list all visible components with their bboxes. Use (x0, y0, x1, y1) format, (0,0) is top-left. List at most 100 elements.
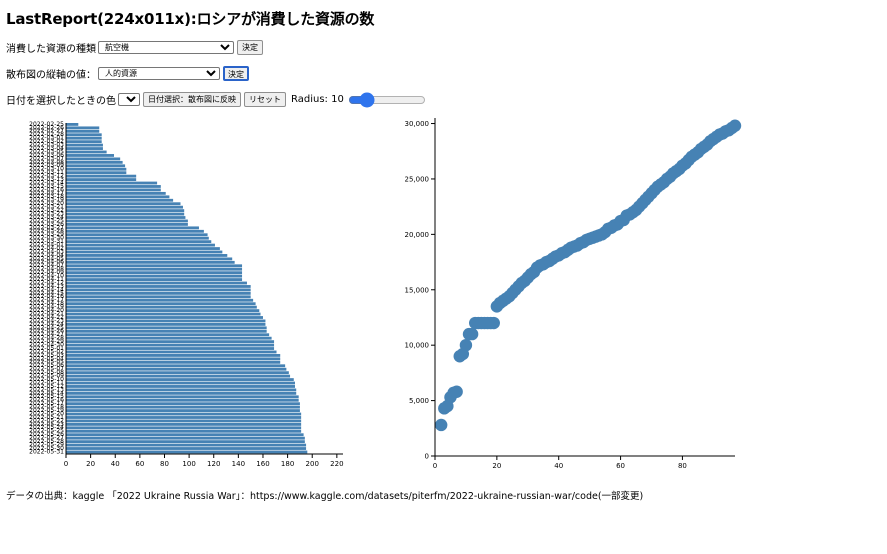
bar (66, 330, 267, 333)
bar (66, 178, 136, 181)
bar (66, 368, 286, 371)
bar (66, 278, 242, 281)
bar (66, 375, 290, 378)
axis-submit-button[interactable]: 決定 (223, 66, 249, 81)
scatter-point[interactable] (488, 317, 500, 329)
bar (66, 451, 307, 454)
bar (66, 409, 300, 412)
bar (66, 426, 301, 429)
bar (66, 189, 161, 192)
scatter-point[interactable] (466, 328, 478, 340)
date-color-select[interactable]: 赤 (118, 93, 140, 106)
y-tick-label: 30,000 (405, 120, 430, 128)
y-tick-label: 10,000 (405, 342, 430, 350)
resource-label: 消費した資源の種類 (6, 40, 96, 55)
bar (66, 171, 126, 174)
scatter-point[interactable] (435, 419, 447, 431)
y-tick-label: 0 (425, 453, 429, 461)
bar (66, 399, 299, 402)
bar (66, 340, 274, 343)
bar (66, 347, 274, 350)
bar (66, 195, 169, 198)
resource-submit-button[interactable]: 決定 (237, 40, 263, 55)
bar (66, 382, 295, 385)
bar (66, 433, 304, 436)
axis-select[interactable]: 人的資源 (98, 67, 220, 80)
bar-chart: 2022-02-252022-02-262022-02-272022-02-28… (0, 110, 360, 470)
bar (66, 430, 301, 433)
bar (66, 206, 183, 209)
scatter-point[interactable] (460, 339, 472, 351)
radius-slider[interactable] (348, 95, 426, 105)
bar (66, 264, 242, 267)
resource-select[interactable]: 航空機 (98, 41, 234, 54)
bar (66, 440, 305, 443)
bar (66, 147, 103, 150)
bar (66, 320, 265, 323)
bar (66, 230, 204, 233)
y-tick-label: 2022-05-31 (29, 448, 64, 455)
bar (66, 337, 272, 340)
bar (66, 378, 294, 381)
bar (66, 388, 296, 391)
page-title: LastReport(224x011x):ロシアが消費した資源の数 (6, 8, 374, 29)
bar (66, 313, 261, 316)
bar (66, 185, 161, 188)
x-tick-label: 220 (330, 460, 343, 468)
bar (66, 447, 306, 450)
bar (66, 361, 280, 364)
bar (66, 192, 166, 195)
bar (66, 316, 263, 319)
bar (66, 251, 222, 254)
bar (66, 437, 305, 440)
bar (66, 240, 211, 243)
bar (66, 244, 215, 247)
bar (66, 268, 242, 271)
x-tick-label: 60 (616, 462, 625, 470)
bar (66, 154, 114, 157)
x-tick-label: 180 (281, 460, 294, 468)
bar (66, 209, 184, 212)
bar (66, 261, 235, 264)
bar (66, 140, 102, 143)
x-tick-label: 200 (306, 460, 319, 468)
bar (66, 292, 251, 295)
axis-label: 散布図の縦軸の値： (6, 66, 96, 81)
scatter-point[interactable] (450, 386, 462, 398)
bar (66, 282, 247, 285)
bar (66, 275, 242, 278)
bar (66, 309, 259, 312)
x-tick-label: 60 (135, 460, 144, 468)
bar (66, 302, 256, 305)
bar (66, 157, 120, 160)
bar (66, 444, 306, 447)
bar (66, 371, 289, 374)
bar (66, 202, 180, 205)
bar (66, 233, 208, 236)
bar (66, 289, 251, 292)
bar (66, 175, 136, 178)
bar (66, 285, 251, 288)
bar (66, 357, 280, 360)
bar (66, 161, 123, 164)
bar (66, 271, 242, 274)
date-row: 日付を選択したときの色 赤 日付選択：散布図に反映 リセット Radius: 1… (6, 92, 428, 107)
bar (66, 364, 285, 367)
bar (66, 133, 102, 136)
bar (66, 144, 103, 147)
radius-label: Radius: 10 (291, 94, 344, 105)
bar (66, 326, 267, 329)
x-tick-label: 120 (207, 460, 220, 468)
x-tick-label: 80 (160, 460, 169, 468)
reset-button[interactable]: リセット (244, 92, 286, 107)
bar (66, 216, 185, 219)
bar (66, 395, 299, 398)
scatter-point[interactable] (729, 120, 741, 132)
x-tick-label: 100 (182, 460, 195, 468)
bar (66, 199, 173, 202)
x-tick-label: 80 (678, 462, 687, 470)
bar (66, 247, 220, 250)
bar (66, 392, 296, 395)
source-footer: データの出典：kaggle 「2022 Ukraine Russia War」：… (6, 488, 643, 502)
apply-to-scatter-button[interactable]: 日付選択：散布図に反映 (143, 92, 241, 107)
